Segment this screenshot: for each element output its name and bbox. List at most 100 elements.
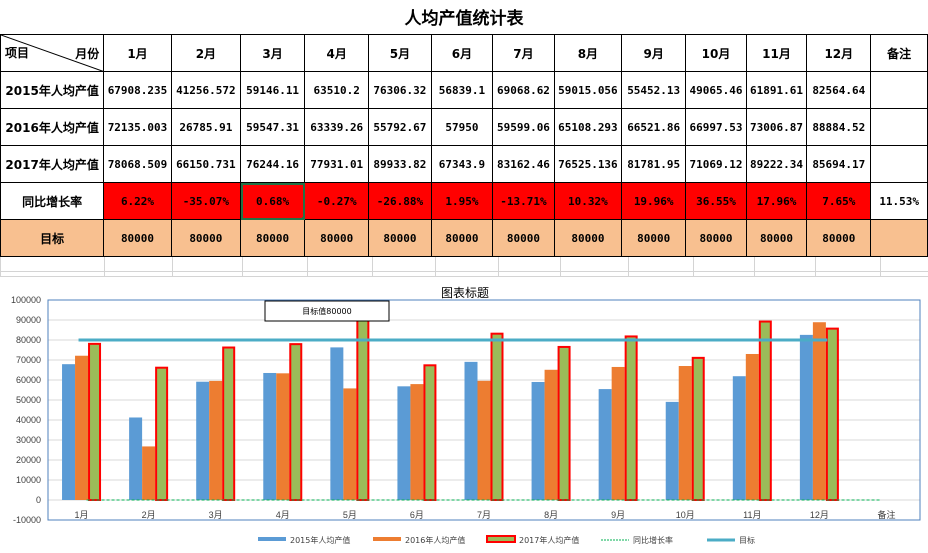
data-cell[interactable]: 36.55% [685, 182, 747, 220]
data-cell[interactable] [870, 219, 928, 257]
column-header-9[interactable]: 9月 [621, 34, 687, 72]
data-cell[interactable]: 7.65% [806, 182, 872, 220]
data-cell[interactable]: 82564.64 [806, 71, 872, 109]
column-header-1[interactable]: 1月 [103, 34, 172, 72]
data-cell[interactable]: 80000 [430, 219, 494, 257]
data-cell[interactable]: 76244.16 [240, 145, 306, 183]
data-cell[interactable]: 19.96% [621, 182, 687, 220]
data-cell[interactable]: 26785.91 [170, 108, 242, 146]
svg-text:70000: 70000 [16, 355, 41, 365]
row-2015: 2015年人均产值 67908.235 41256.572 59146.11 63510… [0, 71, 928, 109]
row-label[interactable]: 目标 [0, 219, 105, 257]
column-header-11[interactable]: 11月 [745, 34, 808, 72]
data-cell[interactable]: 65108.293 [553, 108, 623, 146]
data-cell[interactable]: 10.32% [553, 182, 623, 220]
column-header-7[interactable]: 7月 [492, 34, 555, 72]
legend-item: 目标 [739, 535, 755, 545]
svg-text:图表标题: 图表标题 [441, 286, 489, 300]
data-cell[interactable]: 1.95% [430, 182, 494, 220]
data-cell[interactable]: 59015.056 [553, 71, 623, 109]
data-cell[interactable]: -26.88% [368, 182, 432, 220]
data-cell[interactable] [870, 71, 928, 109]
data-cell[interactable]: 76306.32 [368, 71, 432, 109]
row-label[interactable]: 2016年人均产值 [0, 108, 105, 146]
column-header-3[interactable]: 3月 [240, 34, 306, 72]
svg-text:11月: 11月 [743, 510, 761, 520]
data-cell[interactable]: 80000 [368, 219, 432, 257]
data-cell[interactable]: 55792.67 [368, 108, 432, 146]
data-cell[interactable]: 56839.1 [430, 71, 494, 109]
row-label[interactable]: 2017年人均产值 [0, 145, 105, 183]
data-cell[interactable]: 11.53% [870, 182, 928, 220]
data-cell[interactable]: 80000 [745, 219, 808, 257]
data-cell[interactable]: 41256.572 [170, 71, 242, 109]
data-cell[interactable]: 85694.17 [806, 145, 872, 183]
data-cell[interactable]: 0.68% [240, 182, 306, 220]
column-header-10[interactable]: 10月 [685, 34, 747, 72]
column-header-4[interactable]: 4月 [304, 34, 370, 72]
data-cell[interactable]: 80000 [806, 219, 872, 257]
data-cell[interactable]: 67908.235 [103, 71, 172, 109]
svg-text:100000: 100000 [11, 295, 41, 305]
svg-text:10000: 10000 [16, 475, 41, 485]
data-cell[interactable]: 71069.12 [685, 145, 747, 183]
row-label[interactable]: 同比增长率 [0, 182, 105, 220]
data-cell[interactable]: 88884.52 [806, 108, 872, 146]
data-cell[interactable]: 78068.509 [103, 145, 172, 183]
data-cell[interactable]: 89222.34 [745, 145, 808, 183]
data-cell[interactable]: 80000 [240, 219, 306, 257]
column-header-13[interactable]: 备注 [870, 34, 928, 72]
data-cell[interactable]: 80000 [553, 219, 623, 257]
data-cell[interactable]: 80000 [492, 219, 555, 257]
data-cell[interactable]: 89933.82 [368, 145, 432, 183]
data-cell[interactable]: 17.96% [745, 182, 808, 220]
data-cell[interactable]: 59146.11 [240, 71, 306, 109]
data-cell[interactable]: 80000 [621, 219, 687, 257]
data-cell[interactable]: 59547.31 [240, 108, 306, 146]
data-cell[interactable] [870, 108, 928, 146]
data-cell[interactable]: 55452.13 [621, 71, 687, 109]
row-target: 目标 80000 80000 80000 80000 80000 80000 80000 800… [0, 219, 928, 257]
data-cell[interactable] [870, 145, 928, 183]
data-cell[interactable]: 59599.06 [492, 108, 555, 146]
data-cell[interactable]: 72135.003 [103, 108, 172, 146]
data-cell[interactable]: 49065.46 [685, 71, 747, 109]
data-cell[interactable]: -13.71% [492, 182, 555, 220]
data-cell[interactable]: 61891.61 [745, 71, 808, 109]
data-cell[interactable]: 80000 [103, 219, 172, 257]
data-cell[interactable]: 83162.46 [492, 145, 555, 183]
data-cell[interactable]: 73006.87 [745, 108, 808, 146]
data-cell[interactable]: 66521.86 [621, 108, 687, 146]
chart-area[interactable]: 100000 90000 80000 70000 60000 50000 40000 3000… [0, 282, 928, 549]
data-cell[interactable]: 67343.9 [430, 145, 494, 183]
column-header-8[interactable]: 8月 [553, 34, 623, 72]
clustered-bar-chart[interactable]: 1000009000080000700006000050000400003000… [0, 282, 928, 549]
data-cell[interactable]: 76525.136 [553, 145, 623, 183]
data-cell[interactable]: 80000 [304, 219, 370, 257]
data-cell[interactable]: 63339.26 [304, 108, 370, 146]
data-cell[interactable]: 6.22% [103, 182, 172, 220]
corner-header-cell[interactable]: 项目 月份 [0, 34, 105, 72]
data-cell[interactable]: 63510.2 [304, 71, 370, 109]
data-cell[interactable]: 66150.731 [170, 145, 242, 183]
svg-text:9月: 9月 [611, 510, 625, 520]
data-cell[interactable]: 57950 [430, 108, 494, 146]
svg-text:5月: 5月 [343, 510, 357, 520]
data-cell[interactable]: 80000 [685, 219, 747, 257]
data-cell[interactable]: 81781.95 [621, 145, 687, 183]
column-header-12[interactable]: 12月 [806, 34, 872, 72]
sheet-title: 人均产值统计表 [404, 9, 524, 29]
svg-text:1月: 1月 [75, 510, 89, 520]
data-cell[interactable]: -0.27% [304, 182, 370, 220]
data-cell[interactable]: -35.07% [170, 182, 242, 220]
row-label[interactable]: 2015年人均产值 [0, 71, 105, 109]
data-cell[interactable]: 66997.53 [685, 108, 747, 146]
data-cell[interactable]: 80000 [170, 219, 242, 257]
data-cell[interactable]: 77931.01 [304, 145, 370, 183]
svg-text:6月: 6月 [410, 510, 424, 520]
svg-text:0: 0 [36, 495, 41, 505]
column-header-5[interactable]: 5月 [368, 34, 432, 72]
data-cell[interactable]: 69068.62 [492, 71, 555, 109]
column-header-2[interactable]: 2月 [170, 34, 242, 72]
column-header-6[interactable]: 6月 [430, 34, 494, 72]
